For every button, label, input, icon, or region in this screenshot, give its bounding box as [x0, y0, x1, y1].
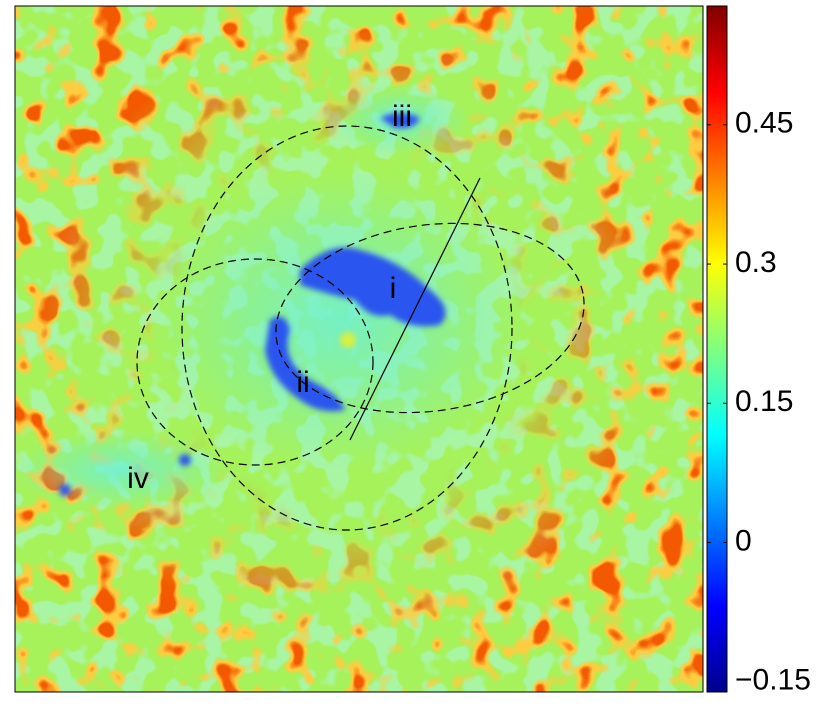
colorbar: [706, 5, 728, 693]
region-outlines: [136, 125, 585, 531]
annotation: i: [390, 272, 397, 305]
colorbar-tick-label: 0.45: [735, 107, 793, 140]
profile-line: [349, 177, 481, 441]
heatmap-image: [15, 6, 703, 692]
annotation: iv: [127, 462, 149, 495]
plot-frame: [14, 5, 704, 693]
colorbar-tick-label: 0: [735, 524, 752, 557]
colorbar-tick-label: 0.15: [735, 385, 793, 418]
colorbar-tick-label: −0.15: [735, 664, 811, 697]
annotation: iii: [392, 100, 412, 133]
annotation: ii: [296, 366, 309, 399]
colorbar-tick-label: 0.3: [735, 246, 777, 279]
